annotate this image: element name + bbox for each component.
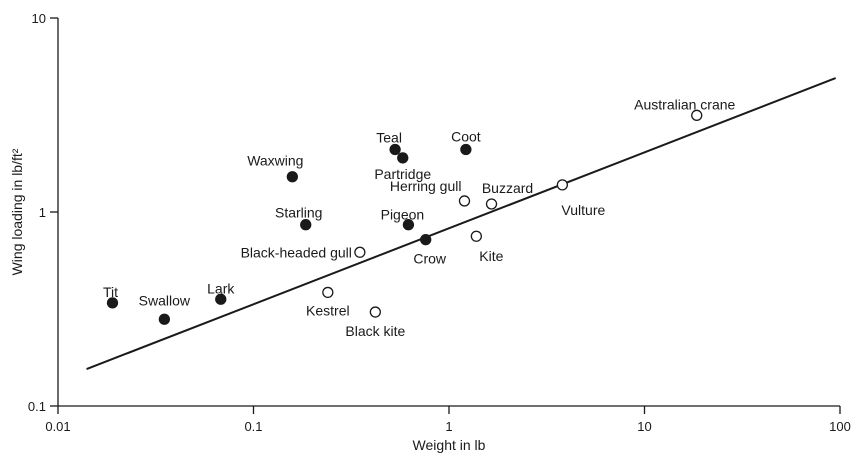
x-tick-label: 1 <box>445 419 452 434</box>
point-group: Pigeon <box>381 207 425 231</box>
open-data-point <box>691 109 703 121</box>
filled-data-point <box>300 219 312 231</box>
filled-data-point <box>106 297 119 309</box>
point-group: Vulture <box>556 179 605 218</box>
y-tick-label: 1 <box>39 205 46 220</box>
filled-data-point <box>215 293 227 305</box>
filled-data-point <box>460 143 472 156</box>
point-group: Swallow <box>139 292 191 325</box>
point-group: Buzzard <box>482 180 533 210</box>
point-label: Kite <box>479 248 503 264</box>
point-group: Starling <box>275 205 322 231</box>
point-group: Waxwing <box>247 153 303 183</box>
filled-data-point <box>397 152 409 164</box>
point-label: Black-headed gull <box>241 244 352 260</box>
trend-line <box>86 77 837 371</box>
x-tick-label: 0.01 <box>45 419 70 434</box>
filled-data-point <box>389 143 401 156</box>
x-tick-label: 0.1 <box>244 419 262 434</box>
filled-data-point <box>420 234 432 246</box>
point-group: Herring gull <box>390 178 471 207</box>
point-label: Swallow <box>139 292 191 308</box>
point-label: Black kite <box>345 323 405 339</box>
axis-ticks: 0.01 0.1 1 10 100 0.1 1 10 <box>28 11 851 434</box>
filled-data-point <box>402 219 415 231</box>
point-group: Teal <box>376 129 402 156</box>
point-label: Pigeon <box>381 207 425 223</box>
point-label: Crow <box>413 251 447 267</box>
filled-data-point <box>286 171 298 183</box>
point-group: Black kite <box>345 306 406 339</box>
point-label: Herring gull <box>390 178 462 194</box>
point-group: Partridge <box>374 152 431 182</box>
open-data-point <box>458 195 471 207</box>
y-tick-label: 10 <box>32 11 46 26</box>
open-data-point <box>556 179 568 191</box>
x-axis-title: Weight in lb <box>413 437 486 453</box>
point-group: Coot <box>451 128 481 156</box>
point-label: Kestrel <box>306 302 350 318</box>
open-data-point <box>485 198 498 210</box>
y-axis-title: Wing loading in lb/ft² <box>9 148 25 275</box>
point-label: Coot <box>451 128 481 144</box>
point-group: Tit <box>103 284 119 309</box>
point-label: Australian crane <box>634 96 735 112</box>
point-label: Vulture <box>561 202 605 218</box>
point-label: Partridge <box>374 166 431 182</box>
point-label: Tit <box>103 284 118 300</box>
point-label: Waxwing <box>247 153 303 169</box>
x-tick-label: 100 <box>829 419 851 434</box>
point-group: Lark <box>207 280 235 305</box>
point-group: Crow <box>413 234 447 267</box>
point-group: Kite <box>470 230 504 264</box>
point-group: Kestrel <box>306 286 350 318</box>
point-group: Australian crane <box>634 96 736 121</box>
point-group: Black-headed gull <box>241 244 366 260</box>
y-tick-label: 0.1 <box>28 399 46 414</box>
open-data-point <box>470 230 482 242</box>
data-points: Tit Swallow Lark Waxwing Starling Teal Partrid… <box>103 96 736 339</box>
x-tick-label: 10 <box>637 419 651 434</box>
open-data-point <box>369 306 381 318</box>
point-label: Teal <box>376 129 402 145</box>
plot-frame <box>57 18 840 407</box>
point-label: Buzzard <box>482 180 533 196</box>
point-label: Lark <box>207 280 235 296</box>
open-data-point <box>354 246 366 258</box>
point-label: Starling <box>275 205 322 221</box>
filled-data-point <box>158 313 171 325</box>
open-data-point <box>322 286 334 299</box>
